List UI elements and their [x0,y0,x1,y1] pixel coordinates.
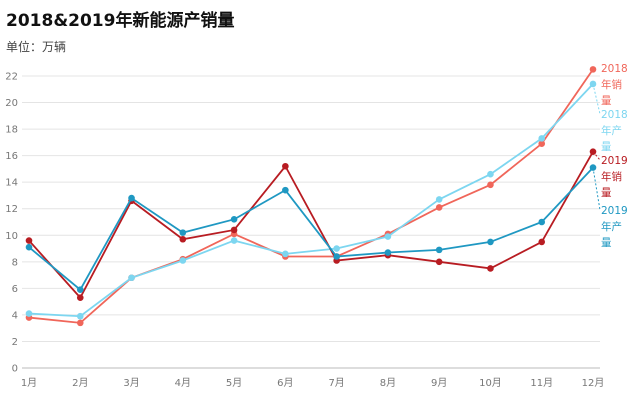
series-line-2018年产量 [28,83,594,318]
data-point [487,265,494,272]
data-point [435,246,443,254]
data-point [25,310,33,317]
series-end-label: 2018 [601,109,628,121]
data-point [384,249,392,256]
series-line-2019年产量 [28,166,594,292]
x-tick-label: 12月 [582,377,605,389]
data-point [282,250,289,258]
data-point [230,226,238,234]
label-connector [592,151,601,161]
series-end-label: 年产 [601,124,622,137]
x-tick-label: 11月 [530,377,553,389]
series-end-label: 年产 [601,220,622,233]
label-connector [592,83,601,115]
chart-subtitle: 单位：万辆 [6,40,67,54]
y-tick-label: 20 [5,98,18,109]
y-tick-label: 16 [5,151,18,162]
x-tick-label: 1月 [21,377,37,389]
data-point [179,257,187,264]
x-tick-label: 2月 [72,377,88,389]
data-point [538,218,546,226]
series-end-label: 量 [601,237,612,249]
x-tick-label: 5月 [226,377,242,389]
x-tick-label: 6月 [277,377,293,389]
x-tick-label: 4月 [175,377,191,389]
series-line-2018年销量 [28,68,594,324]
data-point [487,170,494,178]
data-point [487,181,494,189]
x-tick-label: 8月 [380,377,396,389]
series-line-2019年销量 [28,151,594,300]
data-point [76,286,84,293]
data-point [128,274,135,282]
label-connector [592,167,601,211]
series-end-label: 2019 [601,155,628,167]
data-point [435,196,443,203]
y-tick-label: 8 [12,257,18,268]
x-tick-label: 10月 [479,377,502,389]
data-point [179,235,187,243]
y-tick-label: 4 [12,310,18,321]
series-end-label: 年销 [601,170,622,183]
data-point [282,186,289,194]
data-point [25,243,33,251]
series-end-label: 量 [601,95,612,107]
data-point [179,229,187,236]
series-end-label: 量 [601,141,612,153]
data-point [435,204,443,211]
y-tick-label: 18 [5,125,18,136]
x-tick-label: 3月 [123,377,139,389]
data-point [230,237,238,244]
data-point [76,319,84,327]
chart-title: 2018&2019年新能源产销量 [6,11,235,31]
y-tick-label: 14 [5,178,18,189]
y-tick-label: 10 [5,231,18,242]
data-point [25,237,33,244]
data-point [384,233,392,240]
data-point [538,140,546,147]
y-tick-label: 12 [5,204,18,215]
series-end-label: 2019 [601,205,628,217]
data-point [538,238,546,246]
data-point [538,135,546,142]
data-point [333,245,340,252]
data-point [128,194,135,202]
y-tick-label: 2 [12,337,18,348]
x-tick-label: 9月 [431,377,447,389]
series-end-label: 年销 [601,78,622,91]
y-tick-label: 22 [5,72,18,83]
data-point [230,216,238,223]
data-point [435,258,443,266]
data-point [76,312,84,320]
data-point [589,66,597,73]
y-tick-label: 0 [12,364,18,375]
data-point [333,253,340,260]
data-point [282,162,289,170]
data-point [487,238,494,246]
x-tick-label: 7月 [328,377,344,389]
series-end-label: 2018 [601,63,628,75]
y-tick-label: 6 [12,284,18,295]
series-end-label: 量 [601,187,612,199]
data-point [76,294,84,301]
